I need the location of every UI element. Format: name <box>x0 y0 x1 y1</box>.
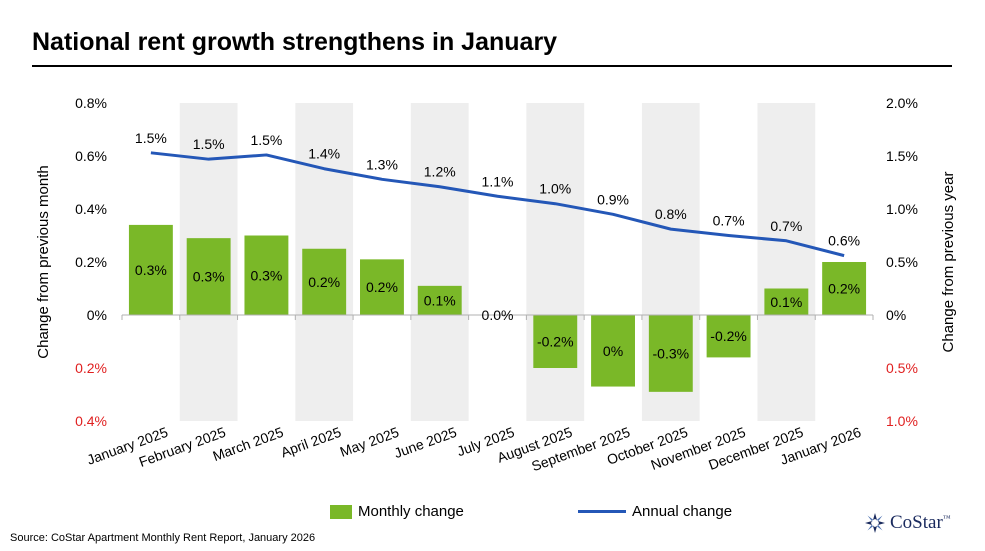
bar <box>360 259 404 315</box>
bar-data-label: 0.1% <box>424 292 456 308</box>
bar-data-label: 0.0% <box>482 307 514 323</box>
bar <box>533 315 578 368</box>
bar <box>186 238 231 315</box>
bar-data-label: 0.2% <box>366 279 398 295</box>
line-data-label: 1.4% <box>308 146 340 162</box>
category-label: May 2025 <box>338 424 401 460</box>
right-axis-tick-label: 2.0% <box>886 95 918 111</box>
bar <box>591 315 635 387</box>
line-data-label: 1.5% <box>193 136 225 152</box>
background-band <box>410 103 469 421</box>
legend-item-annual: Annual change <box>578 503 732 520</box>
bar <box>128 224 173 315</box>
line-data-label: 1.3% <box>366 156 398 172</box>
right-axis-title: Change from previous year <box>940 172 957 353</box>
left-axis-tick-label: 0% <box>87 307 107 323</box>
chart-legend: Monthly change Annual change <box>0 503 985 525</box>
bar-data-label: -0.3% <box>653 345 690 361</box>
left-axis-title: Change from previous month <box>35 165 52 358</box>
category-label: April 2025 <box>279 424 344 461</box>
line-data-label: 1.1% <box>482 173 514 189</box>
legend-item-monthly: Monthly change <box>330 503 464 520</box>
right-axis-tick-label: 0.5% <box>886 360 918 376</box>
line-data-label: 0.7% <box>713 213 745 229</box>
legend-swatch-line <box>578 510 626 513</box>
left-axis-tick-label: 0.4% <box>75 201 107 217</box>
legend-label-monthly: Monthly change <box>358 503 464 520</box>
bar <box>764 288 809 315</box>
bar <box>244 235 289 315</box>
background-band <box>526 103 585 421</box>
line-data-label: 0.6% <box>828 233 860 249</box>
line-data-label: 1.2% <box>424 164 456 180</box>
bar-data-label: 0.1% <box>770 294 802 310</box>
bar <box>706 315 751 358</box>
right-axis-tick-label: 1.0% <box>886 201 918 217</box>
left-axis-tick-label: 0.4% <box>75 413 107 429</box>
line-data-label: 0.9% <box>597 191 629 207</box>
right-axis-tick-label: 1.5% <box>886 148 918 164</box>
source-note: Source: CoStar Apartment Monthly Rent Re… <box>10 532 316 544</box>
right-axis-tick-label: 0.5% <box>886 254 918 270</box>
bar-data-label: -0.2% <box>537 334 574 350</box>
left-axis-tick-label: 0.2% <box>75 360 107 376</box>
logo-wordmark: CoStar™ <box>890 512 951 533</box>
bar-data-label: -0.2% <box>710 328 747 344</box>
left-axis-tick-label: 0.2% <box>75 254 107 270</box>
line-data-label: 0.8% <box>655 206 687 222</box>
bar-data-label: 0.3% <box>250 267 282 283</box>
bar-data-label: 0.3% <box>135 262 167 278</box>
right-axis-tick-label: 1.0% <box>886 413 918 429</box>
legend-label-annual: Annual change <box>632 503 733 520</box>
line-data-label: 1.0% <box>539 181 571 197</box>
title-divider <box>32 65 952 67</box>
annual-change-line <box>150 151 845 258</box>
costar-logo: CoStar™ <box>864 512 951 534</box>
legend-swatch-bar <box>330 504 352 519</box>
line-data-label: 0.7% <box>770 218 802 234</box>
left-axis-tick-label: 0.8% <box>75 95 107 111</box>
bar <box>822 262 867 315</box>
left-axis-tick-label: 0.6% <box>75 148 107 164</box>
category-label: June 2025 <box>392 424 459 461</box>
bar <box>302 248 347 315</box>
bar-data-label: 0% <box>603 343 623 359</box>
bar-data-label: 0.2% <box>828 281 860 297</box>
bar-data-label: 0.3% <box>193 269 225 285</box>
line-data-label: 1.5% <box>250 132 282 148</box>
right-axis-tick-label: 0% <box>886 307 906 323</box>
bar <box>648 315 693 392</box>
bar <box>417 285 462 315</box>
bar-data-label: 0.2% <box>308 274 340 290</box>
background-band <box>757 103 816 421</box>
chart-title: National rent growth strengthens in Janu… <box>32 28 558 56</box>
line-data-label: 1.5% <box>135 130 167 146</box>
costar-star-icon <box>865 513 885 533</box>
